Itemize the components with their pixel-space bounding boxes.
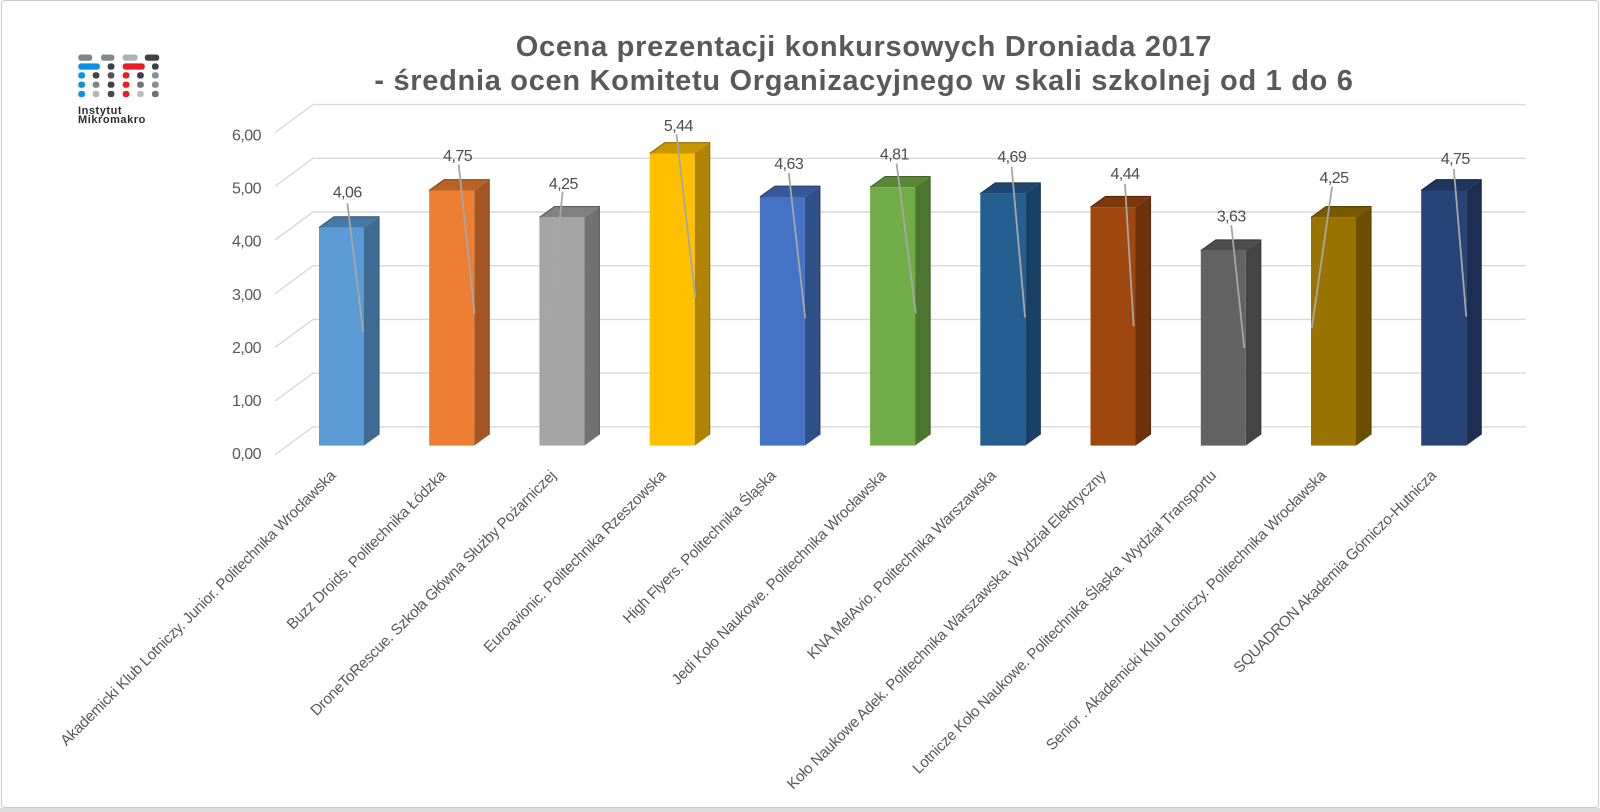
svg-text:DroneToRescue. Szkoła Główna S: DroneToRescue. Szkoła Główna Służby Poża… [307,467,559,719]
svg-text:6,00: 6,00 [232,128,262,145]
svg-text:5,44: 5,44 [664,118,694,135]
svg-text:3,63: 3,63 [1217,209,1247,226]
svg-text:Jedi Koło Naukowe. Politechnik: Jedi Koło Naukowe. Politechnika Wrocławs… [669,467,891,689]
svg-text:4,06: 4,06 [333,185,363,202]
svg-text:4,69: 4,69 [997,149,1027,166]
svg-text:1,00: 1,00 [232,393,262,410]
svg-text:4,44: 4,44 [1111,166,1141,183]
svg-text:SQUADRON Akademia Górniczo-Hut: SQUADRON Akademia Górniczo-Hutnicza [1230,467,1440,677]
svg-text:4,75: 4,75 [443,148,473,165]
svg-text:4,81: 4,81 [880,146,910,163]
svg-text:4,75: 4,75 [1441,151,1471,168]
svg-text:2,00: 2,00 [232,340,262,357]
svg-text:4,63: 4,63 [774,156,804,173]
svg-text:0,00: 0,00 [232,446,262,463]
svg-text:4,00: 4,00 [232,234,262,251]
svg-text:4,25: 4,25 [1320,170,1350,187]
svg-text:Euroavionic. Politechnika Rzes: Euroavionic. Politechnika Rzeszowska [481,467,670,656]
svg-text:KNA MelAvio. Politechnika Wars: KNA MelAvio. Politechnika Warszawska [804,467,1000,663]
svg-text:4,25: 4,25 [549,176,579,193]
svg-text:5,00: 5,00 [232,181,262,198]
svg-text:3,00: 3,00 [232,287,262,304]
